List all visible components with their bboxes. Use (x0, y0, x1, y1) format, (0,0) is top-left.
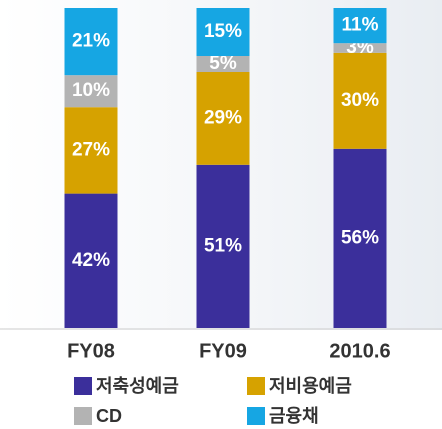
bar-segment (64, 107, 118, 194)
legend-label: 금융채 (269, 406, 319, 426)
legend-swatch (247, 377, 265, 395)
bar-segment (196, 8, 250, 56)
data-label: 27% (72, 139, 110, 160)
data-label: 5% (209, 53, 237, 74)
legend-swatch (247, 407, 265, 425)
bar-segment (333, 8, 387, 44)
legend-label: 저비용예금 (269, 376, 352, 396)
bar-segment (196, 164, 250, 328)
bar-segment (333, 52, 387, 149)
bar-segment (196, 72, 250, 165)
bar-segment (64, 8, 118, 76)
data-label: 21% (72, 31, 110, 52)
data-label: 30% (341, 90, 379, 111)
bar-segment (64, 193, 118, 328)
bar-segment (333, 148, 387, 328)
legend-swatch (74, 407, 92, 425)
data-label: 56% (341, 227, 379, 248)
bar-segment (64, 75, 118, 108)
legend-swatch (74, 377, 92, 395)
x-tick-label: FY09 (199, 340, 247, 362)
data-label: 51% (204, 235, 242, 256)
x-tick-label: FY08 (67, 340, 115, 362)
data-label: 11% (342, 15, 379, 36)
legend-label: 저축성예금 (96, 376, 179, 396)
data-label: 15% (204, 21, 242, 42)
legend-label: CD (96, 406, 122, 426)
x-tick-label: 2010.6 (329, 340, 390, 362)
data-label: 29% (204, 107, 242, 128)
bar-segment (333, 43, 387, 53)
data-label: 42% (72, 250, 110, 271)
data-label: 10% (72, 80, 110, 101)
bar-segment (196, 56, 250, 72)
